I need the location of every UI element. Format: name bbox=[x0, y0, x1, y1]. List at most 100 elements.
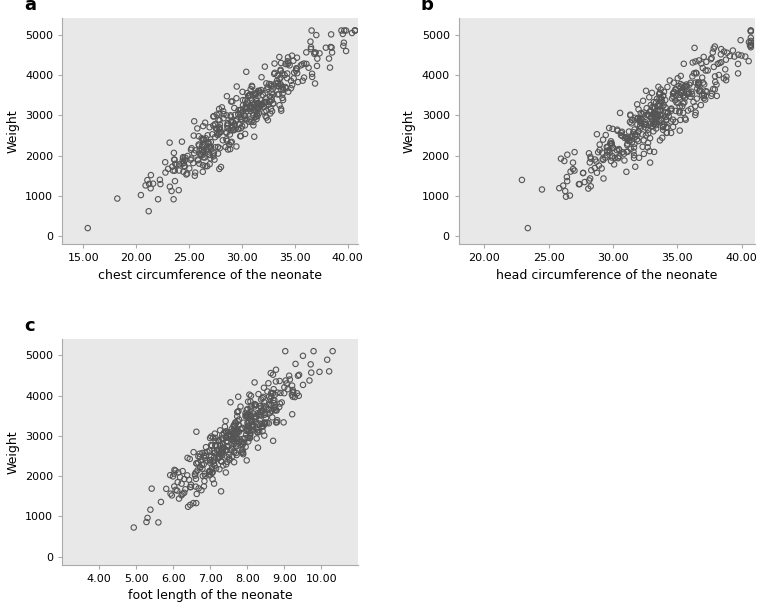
Point bbox=[225, 138, 237, 147]
Point bbox=[607, 143, 619, 153]
Point bbox=[184, 482, 196, 492]
Point bbox=[657, 100, 670, 110]
Point bbox=[204, 154, 216, 163]
Point bbox=[175, 491, 187, 500]
Point bbox=[266, 413, 279, 422]
Point bbox=[253, 409, 265, 419]
Point bbox=[214, 124, 226, 134]
Point bbox=[584, 158, 596, 168]
Point bbox=[224, 111, 237, 120]
Point bbox=[627, 147, 640, 157]
Point bbox=[244, 90, 257, 100]
Point bbox=[640, 123, 652, 133]
Point bbox=[226, 137, 238, 147]
Point bbox=[268, 395, 281, 405]
Point bbox=[660, 115, 672, 125]
Point bbox=[172, 467, 184, 477]
Point bbox=[181, 169, 194, 179]
Point bbox=[244, 404, 257, 414]
Point bbox=[267, 370, 279, 379]
Point bbox=[674, 90, 686, 99]
Point bbox=[658, 119, 671, 129]
Point bbox=[201, 161, 213, 171]
Point bbox=[204, 433, 216, 443]
Point bbox=[655, 95, 668, 104]
Point bbox=[208, 446, 220, 456]
Point bbox=[247, 419, 259, 429]
Point bbox=[282, 56, 294, 66]
Point bbox=[216, 103, 228, 112]
Point bbox=[230, 448, 242, 458]
Point bbox=[145, 484, 158, 494]
Point bbox=[323, 367, 335, 376]
Point bbox=[597, 155, 609, 165]
Point bbox=[220, 134, 233, 144]
Point bbox=[272, 90, 284, 99]
Point bbox=[289, 66, 302, 76]
Point bbox=[594, 145, 606, 155]
Point bbox=[206, 475, 219, 484]
Point bbox=[204, 467, 216, 476]
Point bbox=[199, 451, 212, 460]
Point bbox=[271, 417, 283, 427]
Point bbox=[665, 104, 678, 114]
Point bbox=[255, 403, 268, 413]
Point bbox=[621, 140, 633, 150]
Point bbox=[689, 101, 702, 111]
Point bbox=[284, 375, 296, 384]
Point bbox=[667, 122, 679, 132]
Point bbox=[196, 448, 209, 458]
Point bbox=[228, 425, 240, 435]
Point bbox=[208, 148, 220, 158]
Point bbox=[244, 407, 257, 417]
Point bbox=[265, 392, 278, 402]
Point bbox=[557, 181, 569, 190]
Point bbox=[676, 101, 689, 111]
Point bbox=[268, 82, 281, 91]
Point bbox=[263, 392, 275, 402]
Point bbox=[190, 474, 202, 484]
Point bbox=[643, 111, 655, 121]
Point bbox=[214, 426, 226, 435]
Point bbox=[679, 115, 692, 125]
Point bbox=[671, 73, 684, 83]
Point bbox=[629, 125, 641, 134]
Point bbox=[212, 453, 225, 463]
Point bbox=[745, 26, 757, 36]
Point bbox=[279, 82, 292, 92]
Point bbox=[189, 469, 202, 479]
Point bbox=[253, 88, 265, 98]
Point bbox=[276, 93, 289, 103]
Point bbox=[275, 84, 287, 94]
Point bbox=[654, 85, 667, 95]
Point bbox=[665, 117, 678, 126]
Point bbox=[686, 58, 699, 68]
Point bbox=[206, 464, 219, 474]
Point bbox=[246, 416, 258, 426]
Point bbox=[304, 37, 317, 47]
Point bbox=[243, 427, 255, 437]
Point bbox=[615, 128, 627, 138]
Point bbox=[237, 440, 249, 449]
Point bbox=[254, 96, 267, 106]
Point bbox=[569, 147, 581, 157]
Point bbox=[651, 110, 664, 120]
Point bbox=[209, 119, 222, 129]
Point bbox=[252, 99, 265, 109]
Point bbox=[682, 106, 694, 115]
Point bbox=[636, 109, 649, 119]
Point bbox=[215, 486, 227, 496]
Point bbox=[636, 142, 649, 152]
Point bbox=[691, 94, 703, 104]
Point bbox=[634, 121, 647, 131]
Point bbox=[668, 87, 680, 97]
Point bbox=[237, 87, 249, 97]
Point bbox=[653, 116, 665, 126]
Point bbox=[170, 160, 183, 169]
Point bbox=[644, 133, 657, 143]
Point bbox=[242, 421, 254, 431]
Point bbox=[745, 33, 757, 43]
Point bbox=[211, 128, 223, 138]
Point bbox=[653, 90, 665, 99]
Point bbox=[675, 88, 687, 98]
